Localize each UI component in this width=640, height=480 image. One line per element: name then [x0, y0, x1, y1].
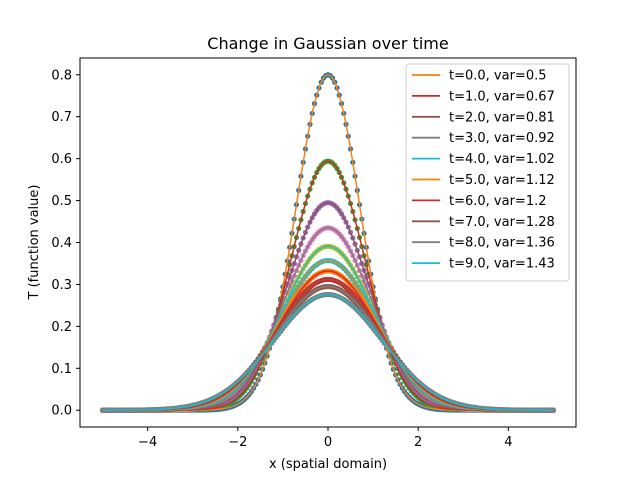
- legend-entry: t=7.0, var=1.28: [449, 215, 555, 230]
- x-tick-label: −2: [228, 435, 247, 450]
- y-tick-label: 0.6: [51, 152, 72, 167]
- y-tick-label: 0.0: [51, 404, 72, 419]
- series-line-7: [102, 278, 554, 411]
- y-tick-label: 0.7: [51, 110, 72, 125]
- legend-entry: t=5.0, var=1.12: [449, 173, 555, 188]
- legend-entry: t=6.0, var=1.2: [449, 194, 547, 209]
- y-tick-label: 0.8: [51, 68, 72, 83]
- y-tick-label: 0.4: [51, 236, 72, 251]
- legend-entry: t=4.0, var=1.02: [449, 152, 555, 167]
- legend-entry: t=1.0, var=0.67: [449, 89, 555, 104]
- x-tick-label: −4: [138, 435, 157, 450]
- x-axis-label: x (spatial domain): [269, 457, 387, 472]
- x-tick-label: 0: [324, 435, 332, 450]
- series-points-6: [99, 268, 557, 413]
- x-tick-label: 4: [504, 435, 512, 450]
- y-axis-ticks: 0.0 0.1 0.2 0.3 0.4 0.5 0.6 0.7 0.8: [51, 68, 80, 419]
- chart-title: Change in Gaussian over time: [207, 34, 448, 53]
- legend: t=0.0, var=0.5 t=1.0, var=0.67 t=2.0, var=…: [405, 63, 570, 282]
- y-tick-label: 0.5: [51, 194, 72, 209]
- series-line-9: [102, 293, 554, 411]
- series-line-5: [102, 259, 554, 411]
- legend-entry: t=9.0, var=1.43: [449, 257, 555, 272]
- series-points-9: [99, 291, 557, 413]
- x-axis-ticks: −4 −2 0 2 4: [138, 427, 513, 450]
- legend-entry: t=3.0, var=0.92: [449, 131, 555, 146]
- y-axis-label: T (function value): [27, 185, 42, 301]
- legend-entry: t=8.0, var=1.36: [449, 236, 555, 251]
- series-points-8: [99, 283, 557, 413]
- y-tick-label: 0.3: [51, 278, 72, 293]
- legend-entry: t=2.0, var=0.81: [449, 110, 555, 125]
- legend-box: [405, 63, 570, 282]
- series-line-6: [102, 270, 554, 411]
- series-lines: [102, 73, 554, 411]
- x-tick-label: 2: [414, 435, 422, 450]
- y-tick-label: 0.1: [51, 362, 72, 377]
- legend-entry: t=0.0, var=0.5: [449, 69, 547, 84]
- series-points-7: [99, 276, 557, 413]
- series-line-8: [102, 285, 554, 411]
- y-tick-label: 0.2: [51, 320, 72, 335]
